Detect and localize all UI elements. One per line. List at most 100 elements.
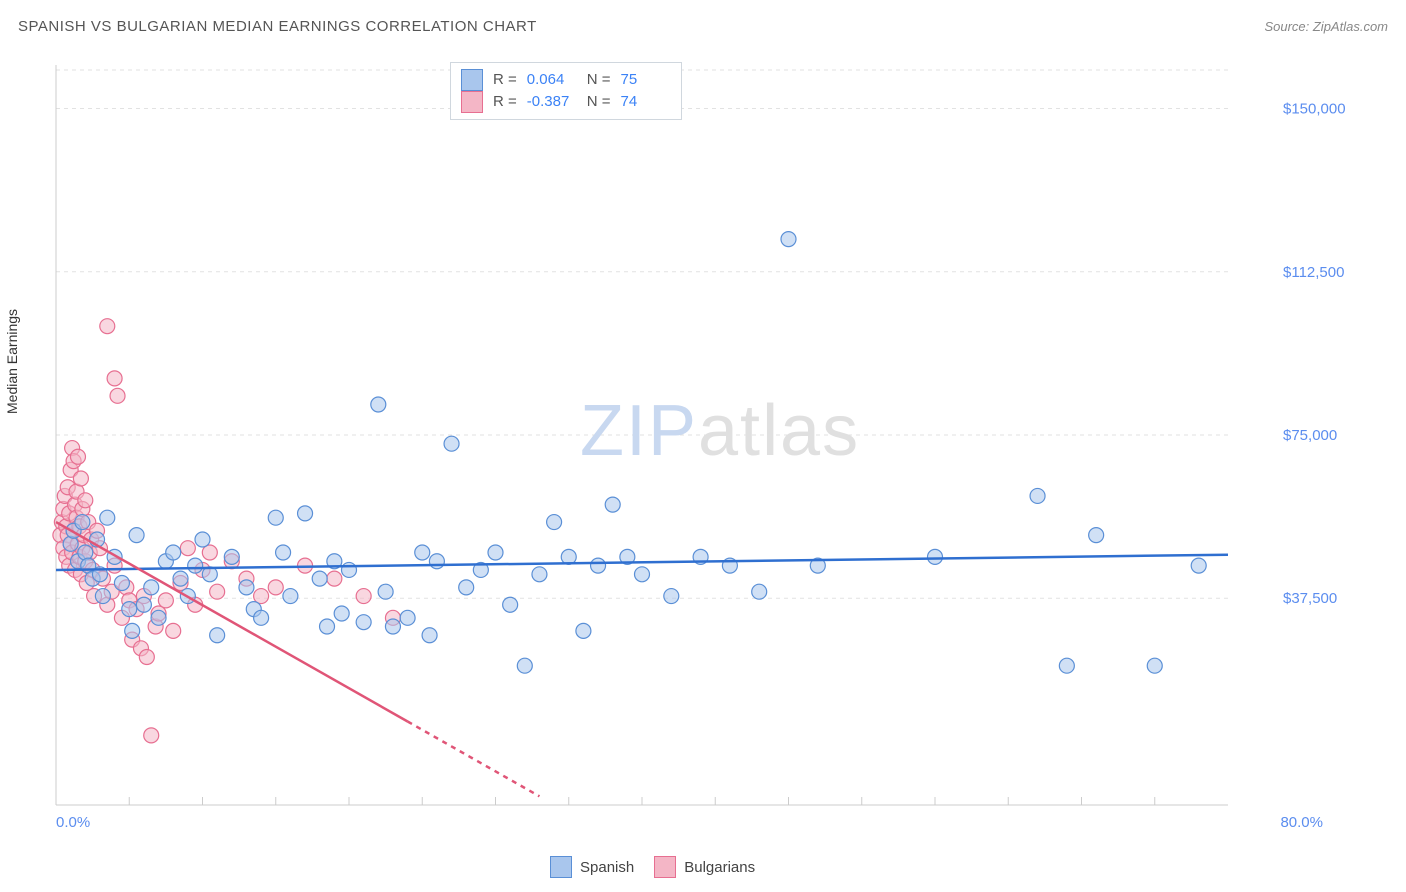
data-point (70, 449, 85, 464)
data-point (459, 580, 474, 595)
data-point (503, 597, 518, 612)
data-point (224, 549, 239, 564)
data-point (63, 536, 78, 551)
data-point (110, 388, 125, 403)
data-point (239, 580, 254, 595)
n-value: 75 (621, 69, 671, 91)
data-point (385, 619, 400, 634)
data-point (129, 528, 144, 543)
data-point (268, 580, 283, 595)
trend-line-dashed (408, 722, 540, 797)
data-point (327, 571, 342, 586)
legend-swatch (461, 91, 483, 113)
header: SPANISH VS BULGARIAN MEDIAN EARNINGS COR… (18, 18, 1388, 35)
data-point (158, 593, 173, 608)
data-point (180, 541, 195, 556)
legend-swatch (461, 69, 483, 91)
x-min-label: 0.0% (56, 814, 90, 831)
r-value: 0.064 (527, 69, 577, 91)
data-point (268, 510, 283, 525)
data-point (400, 610, 415, 625)
data-point (547, 515, 562, 530)
n-label: N = (587, 69, 611, 91)
data-point (276, 545, 291, 560)
data-point (1147, 658, 1162, 673)
r-label: R = (493, 91, 517, 113)
y-tick-label: $37,500 (1283, 590, 1337, 607)
series-legend: Spanish Bulgarians (550, 856, 755, 878)
data-point (320, 619, 335, 634)
data-point (95, 589, 110, 604)
data-point (429, 554, 444, 569)
data-point (928, 549, 943, 564)
legend-label: Spanish (580, 859, 634, 876)
legend-item: Spanish (550, 856, 634, 878)
data-point (283, 589, 298, 604)
legend-label: Bulgarians (684, 859, 755, 876)
data-point (151, 610, 166, 625)
data-point (532, 567, 547, 582)
data-point (415, 545, 430, 560)
data-point (107, 371, 122, 386)
data-point (188, 558, 203, 573)
data-point (781, 232, 796, 247)
data-point (378, 584, 393, 599)
data-point (78, 493, 93, 508)
data-point (312, 571, 327, 586)
data-point (136, 597, 151, 612)
n-value: 74 (621, 91, 671, 113)
data-point (75, 515, 90, 530)
data-point (122, 602, 137, 617)
n-label: N = (587, 91, 611, 113)
x-max-label: 80.0% (1280, 814, 1323, 831)
data-point (100, 319, 115, 334)
y-tick-label: $150,000 (1283, 101, 1346, 118)
data-point (605, 497, 620, 512)
data-point (114, 576, 129, 591)
y-axis-label: Median Earnings (4, 309, 20, 414)
data-point (144, 580, 159, 595)
data-point (356, 615, 371, 630)
data-point (125, 623, 140, 638)
data-point (139, 650, 154, 665)
data-point (1059, 658, 1074, 673)
data-point (73, 471, 88, 486)
scatter-chart: $37,500 $75,000 $112,500 $150,000 0.0% 80.0% (52, 55, 1368, 840)
y-tick-label: $112,500 (1283, 264, 1344, 281)
legend-item: Bulgarians (654, 856, 755, 878)
data-point (100, 510, 115, 525)
data-point (1089, 528, 1104, 543)
data-point (752, 584, 767, 599)
legend-swatch (654, 856, 676, 878)
data-point (664, 589, 679, 604)
data-point (298, 506, 313, 521)
data-point (254, 610, 269, 625)
data-point (356, 589, 371, 604)
data-point (210, 628, 225, 643)
data-point (371, 397, 386, 412)
source-label: Source: ZipAtlas.com (1264, 19, 1388, 34)
data-point (210, 584, 225, 599)
y-tick-label: $75,000 (1283, 427, 1337, 444)
data-point (173, 571, 188, 586)
data-point (635, 567, 650, 582)
data-point (78, 545, 93, 560)
data-point (195, 532, 210, 547)
data-point (444, 436, 459, 451)
stats-row: R = 0.064 N = 75 (461, 69, 671, 91)
data-point (342, 562, 357, 577)
stats-row: R = -0.387 N = 74 (461, 91, 671, 113)
chart-title: SPANISH VS BULGARIAN MEDIAN EARNINGS COR… (18, 18, 537, 35)
r-label: R = (493, 69, 517, 91)
data-point (576, 623, 591, 638)
data-point (591, 558, 606, 573)
legend-swatch (550, 856, 572, 878)
data-point (144, 728, 159, 743)
data-point (166, 623, 181, 638)
stats-legend-box: R = 0.064 N = 75 R = -0.387 N = 74 (450, 62, 682, 120)
data-point (422, 628, 437, 643)
data-point (1191, 558, 1206, 573)
data-point (166, 545, 181, 560)
r-value: -0.387 (527, 91, 577, 113)
data-point (334, 606, 349, 621)
